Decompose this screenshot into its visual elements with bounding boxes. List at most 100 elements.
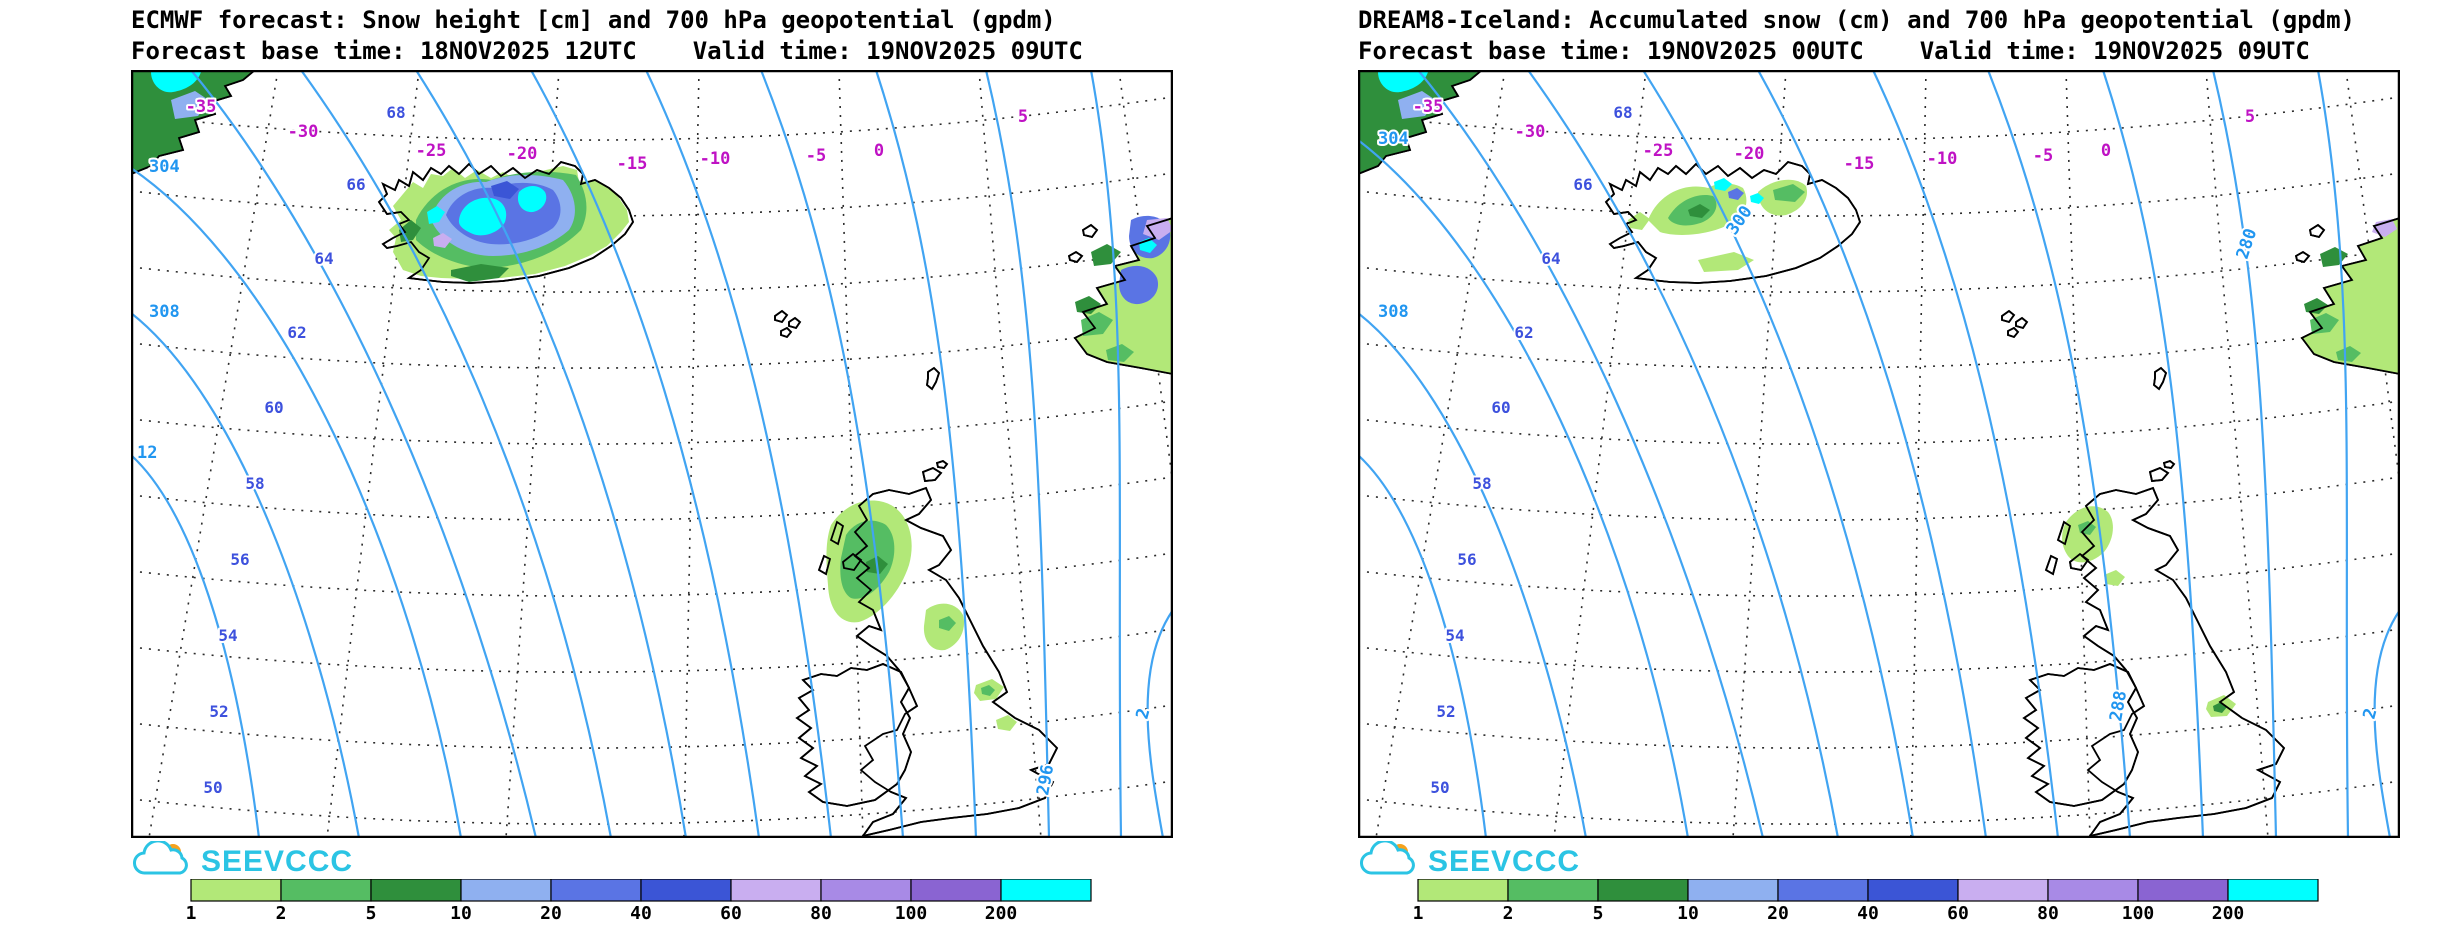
snow-green [1668, 184, 2361, 535]
temperature-label: -35 [1413, 97, 1444, 117]
panel-header: ECMWF forecast: Snow height [cm] and 700… [131, 6, 1201, 65]
contour-line [1358, 454, 1488, 838]
snow-dark-blue [491, 181, 519, 199]
temperature-label: 5 [2245, 107, 2255, 127]
snow-patch [171, 91, 210, 119]
colorbar-segment [1000, 879, 1092, 902]
seevccc-logo: SEEVCCC [133, 841, 353, 878]
contour-line [874, 70, 978, 838]
contour-line [1986, 70, 2132, 838]
colorbar-tick: 5 [366, 903, 377, 923]
colorbar-segment [1507, 879, 1599, 902]
snow-patch [451, 264, 509, 282]
temperature-label: -5 [2033, 146, 2053, 166]
snow-patch [2310, 313, 2339, 334]
colorbar-tick: 80 [2037, 903, 2059, 923]
latitude-label: 50 [1430, 778, 1449, 797]
colorbar-tick: 60 [720, 903, 742, 923]
contour-label: 308 [1378, 302, 1409, 322]
latitude-label: 50 [203, 778, 222, 797]
colorbar-tick: 100 [895, 903, 928, 923]
temperature-labels: -35 -30 -25 -20 -15 -10 -5 0 5 [1411, 95, 2257, 176]
latitude-label: 56 [230, 550, 249, 569]
contour-label: 12 [137, 443, 157, 463]
contour-label: 2 [2360, 706, 2382, 721]
colorbar-segment [1597, 879, 1689, 902]
latitude-label: 68 [386, 103, 405, 122]
weather-map-dream8: 304 308 300 280 288 2 -35 -30 -25 -20 -1… [1358, 70, 2400, 838]
temperature-label: -5 [806, 146, 826, 166]
temperature-label: -35 [186, 97, 217, 117]
contour-line [1872, 70, 2060, 838]
contour-label: 304 [149, 157, 180, 177]
temperature-label: 0 [874, 141, 884, 161]
snow-patch [2304, 298, 2328, 314]
map-container: 304 308 300 280 288 2 -35 -30 -25 -20 -1… [1358, 70, 2400, 838]
contour-line [415, 70, 688, 838]
colorbar-tick: 1 [1413, 903, 1424, 923]
colorbar-segment [2047, 879, 2139, 902]
snow-patch [1378, 72, 1428, 93]
latitude-label: 66 [346, 175, 365, 194]
snow-colorbar: 1 2 5 10 20 40 60 80 100 200 [186, 879, 1092, 923]
latitude-label: 52 [1436, 702, 1455, 721]
snow-patch [1106, 344, 1134, 362]
colorbar-tick: 2 [276, 903, 287, 923]
snow-patch [2320, 247, 2348, 267]
snow-patch [1358, 70, 1482, 174]
contour-label: 304 [1378, 129, 1409, 149]
colorbar-segment [2227, 879, 2319, 902]
snow-patch [840, 520, 895, 599]
temperature-label: -10 [700, 149, 731, 169]
cloud-icon [1360, 841, 1415, 875]
colorbar-segment [550, 879, 642, 902]
snow-light-purple [433, 218, 1173, 248]
latitude-label: 64 [314, 249, 333, 268]
snow-patch [1091, 244, 1121, 266]
snow-patch [1119, 265, 1159, 305]
colorbar-segment [1687, 879, 1779, 902]
logo-text: SEEVCCC [1428, 845, 1580, 878]
forecast-base-time: Forecast base time: 19NOV2025 00UTC [1358, 37, 1864, 65]
contour-line [1146, 609, 1173, 838]
cloud-icon [133, 841, 188, 875]
colorbar-segment [1867, 879, 1959, 902]
geopotential-contours [131, 70, 1173, 838]
logo-text: SEEVCCC [201, 845, 353, 878]
snow-patch [1698, 252, 1754, 272]
snow-cyan [1378, 72, 1764, 204]
contour-line [1358, 312, 1588, 838]
snow-patch [1750, 193, 1764, 204]
contour-line [131, 167, 463, 838]
snow-light-green [1628, 179, 2400, 717]
latitude-label: 60 [1491, 398, 1510, 417]
snow-patch [981, 685, 995, 696]
snow-patch [1714, 178, 1732, 191]
colorbar-tick: 40 [1857, 903, 1879, 923]
latitude-labels: 68 66 64 62 60 58 56 54 52 50 [201, 101, 407, 799]
contour-line [2316, 70, 2350, 838]
colorbar-tick: 20 [540, 903, 562, 923]
colorbar-segment [280, 879, 372, 902]
contour-line [2101, 70, 2205, 838]
contour-line [300, 70, 613, 838]
snow-patch [491, 181, 519, 199]
temperature-label: -30 [1515, 122, 1546, 142]
latitude-label: 56 [1457, 550, 1476, 569]
temperature-label: -15 [1844, 154, 1875, 174]
contour-label: 2 [1133, 706, 1155, 721]
contour-line [2373, 609, 2400, 838]
colorbar-tick: 10 [450, 903, 472, 923]
snow-colorbar: 1 2 5 10 20 40 60 80 100 200 [1413, 879, 2319, 923]
panel-ecmwf: ECMWF forecast: Snow height [cm] and 700… [131, 6, 1201, 923]
temperature-label: -25 [416, 141, 447, 161]
valid-time: Valid time: 19NOV2025 09UTC [692, 37, 1083, 65]
latitude-label: 54 [218, 626, 237, 645]
panel-title: ECMWF forecast: Snow height [cm] and 700… [131, 6, 1056, 34]
latitude-label: 58 [1472, 474, 1491, 493]
snow-patch [1075, 296, 1101, 314]
snow-light-blue [1398, 91, 1437, 119]
latitude-labels: 68 66 64 62 60 58 56 54 52 50 [1428, 101, 1634, 799]
colorbar-tick: 1 [186, 903, 197, 923]
latitude-label: 68 [1613, 103, 1632, 122]
